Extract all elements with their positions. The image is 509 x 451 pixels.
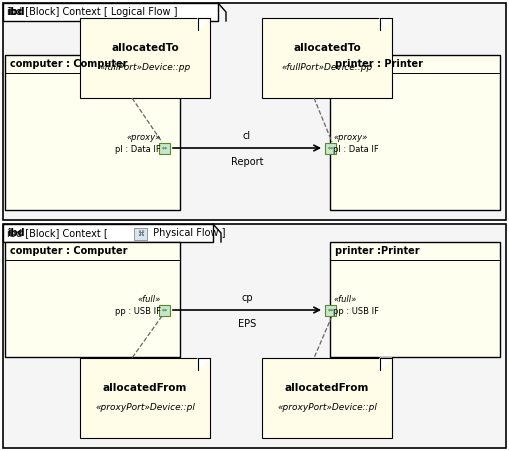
Polygon shape — [198, 358, 210, 370]
Text: «proxyPort»Device::pl: «proxyPort»Device::pl — [277, 403, 377, 412]
Text: printer : Printer: printer : Printer — [335, 59, 423, 69]
Bar — [158, 304, 169, 316]
Text: ⇔: ⇔ — [327, 146, 332, 151]
Text: cp: cp — [241, 293, 253, 303]
Bar — [134, 228, 147, 240]
Text: Physical Flow ]: Physical Flow ] — [150, 228, 225, 238]
Text: allocatedFrom: allocatedFrom — [285, 383, 369, 393]
Text: ⇔: ⇔ — [327, 308, 332, 313]
Text: Report: Report — [231, 157, 263, 167]
Text: ibd [Block] Context [ Logical Flow ]: ibd [Block] Context [ Logical Flow ] — [7, 7, 178, 17]
Text: «fullPort»Device::pp: «fullPort»Device::pp — [99, 63, 191, 72]
Bar — [325, 143, 335, 153]
Text: «full»: «full» — [333, 295, 356, 304]
Text: «fullPort»Device::pp: «fullPort»Device::pp — [281, 63, 373, 72]
Bar — [262, 18, 392, 98]
Text: ibd [Block] Context [: ibd [Block] Context [ — [7, 228, 108, 238]
Bar — [262, 358, 392, 438]
Bar — [330, 242, 500, 357]
Text: printer :Printer: printer :Printer — [335, 246, 419, 256]
Text: cl: cl — [243, 131, 251, 141]
Text: ibd: ibd — [7, 228, 24, 238]
Polygon shape — [380, 18, 392, 30]
Text: allocatedFrom: allocatedFrom — [103, 383, 187, 393]
Text: pl : Data IF: pl : Data IF — [115, 146, 161, 155]
Bar — [158, 143, 169, 153]
Text: allocatedTo: allocatedTo — [111, 43, 179, 53]
Text: ibd: ibd — [7, 7, 24, 17]
Bar — [3, 3, 218, 21]
Bar — [3, 3, 506, 220]
Bar — [330, 55, 500, 210]
Text: «proxyPort»Device::pl: «proxyPort»Device::pl — [95, 403, 195, 412]
Polygon shape — [198, 18, 210, 30]
Bar — [3, 224, 213, 242]
Bar — [80, 18, 210, 98]
Polygon shape — [380, 358, 392, 370]
Bar — [5, 242, 180, 357]
Text: pp : USB IF: pp : USB IF — [115, 308, 161, 317]
Bar — [3, 224, 506, 448]
Text: allocatedTo: allocatedTo — [293, 43, 361, 53]
Text: ⇔: ⇔ — [161, 308, 166, 313]
Text: pp : USB IF: pp : USB IF — [333, 308, 379, 317]
Text: «full»: «full» — [138, 295, 161, 304]
Text: pl : Data IF: pl : Data IF — [333, 146, 379, 155]
Text: computer : Computer: computer : Computer — [10, 59, 127, 69]
Text: «proxy»: «proxy» — [333, 133, 367, 142]
Bar — [5, 55, 180, 210]
Text: «proxy»: «proxy» — [127, 133, 161, 142]
Text: ⌘: ⌘ — [137, 231, 144, 237]
Text: EPS: EPS — [238, 319, 256, 329]
Text: computer : Computer: computer : Computer — [10, 246, 127, 256]
Bar — [325, 304, 335, 316]
Text: ⇔: ⇔ — [161, 146, 166, 151]
Bar — [80, 358, 210, 438]
